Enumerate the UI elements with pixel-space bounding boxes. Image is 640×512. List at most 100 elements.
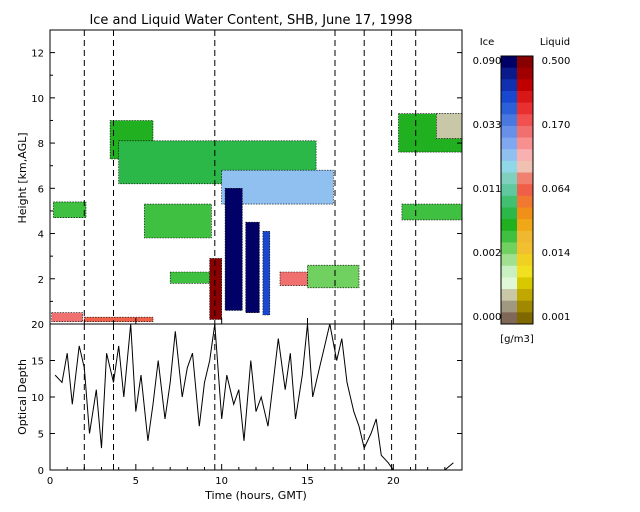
cloud-region-13: [307, 264, 360, 289]
colorbar-ice-swatch-14: [501, 219, 517, 232]
height-tick-label-4: 10: [31, 94, 44, 105]
od-tick-label-3: 15: [31, 357, 44, 368]
colorbar-liquid-tick-1: 0.170: [542, 120, 571, 131]
colorbar-liquid-swatch-21: [517, 300, 533, 313]
time-tick-label-2: 10: [215, 476, 228, 487]
cloud-region-1: [84, 316, 154, 323]
colorbar-ice-swatch-18: [501, 265, 517, 278]
colorbar-ice-swatch-5: [501, 114, 517, 127]
colorbar-ice-swatch-22: [501, 312, 517, 325]
optical-depth-line: [54, 323, 454, 471]
height-tick-label-1: 4: [38, 230, 44, 241]
time-markers-top: [83, 30, 417, 324]
cloud-region-7: [224, 188, 243, 311]
cloud-regions: [51, 113, 463, 323]
time-tick-label-4: 20: [387, 476, 400, 487]
colorbar-liquid-swatch-20: [517, 289, 533, 302]
cloud-region-11: [209, 258, 222, 320]
colorbar-ice-swatch-17: [501, 254, 517, 267]
od-tick-label-4: 20: [31, 320, 44, 331]
od-tick-label-2: 10: [31, 393, 44, 404]
colorbar-ice-swatch-3: [501, 90, 517, 104]
cloud-region-5: [144, 203, 212, 239]
colorbar-liquid-swatch-8: [517, 149, 533, 162]
colorbar-units: [g/m3]: [500, 334, 534, 345]
colorbar-liquid-swatch-0: [517, 56, 533, 69]
colorbar-liquid-swatch-13: [517, 207, 533, 220]
time-tick-label-3: 15: [301, 476, 314, 487]
colorbar-liquid-swatch-2: [517, 79, 533, 92]
colorbar-ice-strip: [501, 56, 517, 325]
colorbar-liquid-swatch-16: [517, 242, 533, 255]
colorbar-liquid-strip: [517, 56, 533, 325]
colorbar-liquid-swatch-11: [517, 184, 533, 197]
colorbar-ice-swatch-20: [501, 289, 517, 302]
colorbar-ice-tick-4: 0.000: [473, 312, 502, 323]
colorbar-ice-swatch-13: [501, 207, 517, 220]
colorbar-ice-swatch-8: [501, 149, 517, 162]
colorbar-liquid-swatch-1: [517, 67, 533, 80]
colorbar-ice-tick-1: 0.033: [473, 120, 502, 131]
colorbar-liquid-swatch-3: [517, 90, 533, 104]
colorbar-liquid-swatch-22: [517, 312, 533, 325]
height-axis-label: Height [km,AGL]: [16, 132, 29, 223]
cloud-region-12: [279, 271, 308, 286]
time-axis-ticks: 0 5 10 15 20: [47, 318, 446, 487]
cloud-region-16: [435, 113, 463, 139]
colorbar-liquid-swatch-7: [517, 137, 533, 150]
height-tick-label-2: 6: [38, 184, 44, 195]
colorbar-ice-swatch-11: [501, 184, 517, 197]
height-tick-label-0: 2: [38, 275, 44, 286]
height-axis-ticks: 2 4 6 8 10 12: [31, 49, 462, 302]
colorbar-liquid-tick-0: 0.500: [542, 56, 571, 67]
height-tick-label-3: 8: [38, 139, 44, 150]
colorbar-ice-swatch-16: [501, 242, 517, 255]
optical-depth-axis-ticks: 0 5 10 15 20: [31, 320, 462, 477]
cloud-region-2: [53, 201, 87, 218]
colorbar-ice-swatch-2: [501, 79, 517, 92]
od-tick-label-0: 0: [38, 466, 44, 477]
height-tick-label-5: 12: [31, 49, 44, 60]
optical-depth-axis-label: Optical Depth: [16, 359, 29, 435]
colorbar-ice-swatch-6: [501, 125, 517, 139]
colorbar-liquid-swatch-18: [517, 265, 533, 278]
colorbar-ice-swatch-21: [501, 300, 517, 313]
colorbar-ice-swatch-9: [501, 160, 517, 174]
optical-depth-panel: 0 5 10 15 20 0 5 10 15 20 Optical Depth Time (ho…: [16, 318, 463, 502]
colorbar-frame: [500, 55, 534, 325]
colorbar-ice-swatch-1: [501, 67, 517, 80]
cloud-region-10: [169, 271, 210, 284]
colorbar-ice-label: Ice: [480, 37, 495, 48]
cloud-region-0: [51, 312, 83, 323]
time-axis-label: Time (hours, GMT): [204, 489, 307, 502]
water-content-panel: 2 4 6 8 10 12 Height [km,AGL]: [16, 29, 463, 325]
colorbar-liquid-label: Liquid: [540, 37, 570, 48]
colorbar: Ice Liquid 0.090 0.033 0.011 0.002 0.000 0.50…: [473, 37, 571, 345]
colorbar-ice-tick-0: 0.090: [473, 56, 502, 67]
od-tick-label-1: 5: [38, 430, 44, 441]
cloud-region-9: [262, 231, 271, 316]
chart-title: Ice and Liquid Water Content, SHB, June …: [89, 13, 412, 28]
colorbar-liquid-swatch-17: [517, 254, 533, 267]
colorbar-ice-tick-2: 0.011: [473, 184, 502, 195]
colorbar-liquid-swatch-9: [517, 160, 533, 174]
colorbar-ice-swatch-7: [501, 137, 517, 150]
colorbar-liquid-swatch-14: [517, 219, 533, 232]
time-tick-label-0: 0: [47, 476, 53, 487]
colorbar-liquid-swatch-4: [517, 102, 533, 115]
colorbar-ice-swatch-19: [501, 277, 517, 290]
colorbar-liquid-tick-4: 0.001: [542, 312, 571, 323]
time-tick-label-1: 5: [133, 476, 139, 487]
colorbar-liquid-swatch-12: [517, 195, 533, 208]
colorbar-ticks: 0.090 0.033 0.011 0.002 0.000 0.500 0.170 0.064…: [473, 56, 571, 323]
colorbar-liquid-swatch-6: [517, 125, 533, 139]
colorbar-liquid-swatch-15: [517, 230, 533, 243]
colorbar-ice-tick-3: 0.002: [473, 248, 502, 259]
colorbar-liquid-swatch-19: [517, 277, 533, 290]
cloud-region-14: [401, 203, 463, 221]
colorbar-ice-swatch-4: [501, 102, 517, 115]
colorbar-ice-swatch-10: [501, 172, 517, 185]
time-markers-bottom: [83, 324, 417, 470]
colorbar-liquid-swatch-10: [517, 172, 533, 185]
